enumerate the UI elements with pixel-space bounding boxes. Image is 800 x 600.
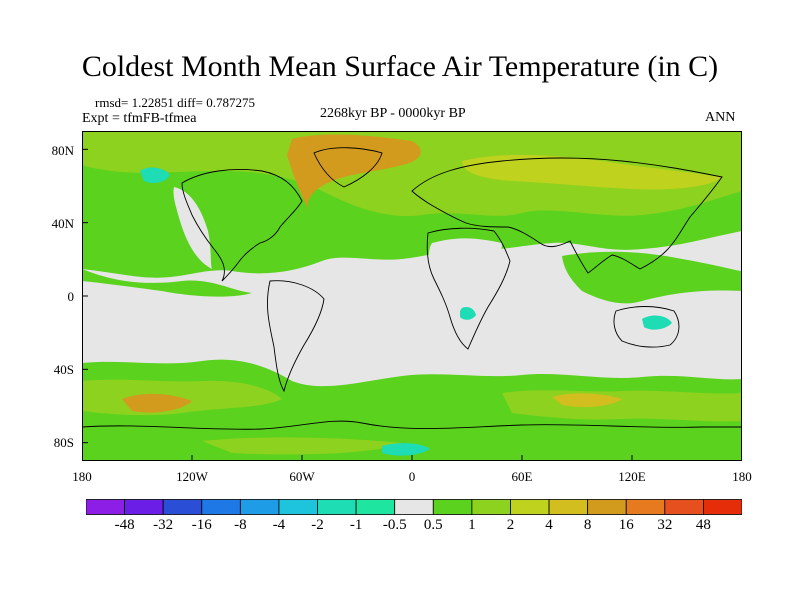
period-label: 2268kyr BP - 0000kyr BP [320, 106, 466, 121]
axis-tick-marks [82, 148, 742, 461]
colorbar-label: 32 [657, 517, 673, 533]
colorbar-label: -4 [272, 517, 286, 533]
colorbar-label: -16 [191, 517, 212, 533]
colorbar-label: -0.5 [382, 517, 407, 533]
colorbar-label: 8 [583, 517, 592, 533]
colorbar-label: -2 [311, 517, 324, 533]
y-tick-40n: 40N [51, 216, 74, 231]
colorbar-label: 1 [468, 517, 476, 533]
colorbar-swatch [510, 499, 550, 515]
north-america-neutral-zone [173, 187, 212, 269]
x-tick-60e: 60E [511, 469, 533, 484]
alaska-cool-patch [140, 167, 170, 183]
colorbar-swatch [394, 499, 434, 515]
colorbar-swatch [587, 499, 627, 515]
antarctica-coast [82, 420, 742, 430]
colorbar-swatch [703, 499, 742, 515]
colorbar-label: 16 [618, 517, 634, 533]
colorbar-swatch [625, 499, 666, 515]
colorbar-label: 0.5 [423, 517, 443, 533]
colorbar-swatch [471, 499, 511, 515]
colorbar-label: 48 [695, 517, 711, 533]
greenland-warm-patch [287, 134, 421, 211]
coastlines [82, 147, 742, 430]
stats-text: rmsd= 1.22851 diff= 0.787275 [95, 95, 255, 110]
season-label: ANN [705, 110, 736, 125]
y-tick-40s: 40S [53, 362, 74, 377]
y-tick-80n: 80N [51, 143, 74, 158]
south-america-coast [267, 280, 325, 393]
weddell-cool-patch [382, 443, 430, 456]
north-america-coast [181, 169, 303, 282]
north-mild-zone [82, 131, 742, 217]
x-tick-120e: 120E [618, 469, 646, 484]
colorbar-swatch [239, 499, 280, 515]
x-tick-60w: 60W [289, 469, 315, 484]
south-indian-warm-patch [552, 393, 622, 407]
colorbar-swatch [548, 499, 589, 515]
south-pacific-warm-patch [122, 393, 192, 413]
colorbar-label: 2 [506, 517, 515, 533]
colorbar-swatch [664, 499, 704, 515]
map-title: Coldest Month Mean Surface Air Temperatu… [81, 50, 719, 83]
australia-coast [613, 306, 680, 348]
colorbar-label: -1 [349, 517, 363, 533]
eurasia-coast [411, 157, 723, 274]
africa-cool-patch [460, 307, 476, 320]
colorbar-swatch [201, 499, 241, 515]
colorbar [86, 499, 742, 515]
africa-neutral-zone [429, 238, 502, 321]
colorbar-label: -8 [234, 517, 247, 533]
y-tick-80s: 80S [53, 435, 74, 450]
pacific-warm-tongue [82, 269, 252, 297]
colorbar-swatch [124, 499, 164, 515]
colorbar-label: 4 [545, 517, 553, 533]
x-tick-180e: 180 [732, 469, 752, 484]
colorbar-swatch [86, 499, 125, 515]
experiment-label: Expt = tfmFB-tfmea [82, 111, 197, 126]
colorbar-swatch [162, 499, 203, 515]
x-tick-120w: 120W [176, 469, 208, 484]
siberia-warm-patch [462, 154, 722, 190]
colorbar-swatch [432, 499, 473, 515]
colorbar-swatch [278, 499, 318, 515]
greenland-coast [313, 147, 383, 188]
antarctic-mild-field [202, 437, 402, 455]
map-plot [82, 131, 742, 461]
africa-coast [426, 227, 511, 350]
colorbar-swatch [317, 499, 357, 515]
x-tick-180w: 180 [72, 469, 92, 484]
indian-warm-tongue [562, 251, 742, 304]
australia-cool-patch [642, 315, 672, 330]
y-tick-0: 0 [67, 289, 75, 304]
colorbar-swatch [355, 499, 396, 515]
colorbar-label: -32 [153, 517, 174, 533]
colorbar-label: -48 [114, 517, 135, 533]
x-tick-0: 0 [408, 469, 416, 484]
